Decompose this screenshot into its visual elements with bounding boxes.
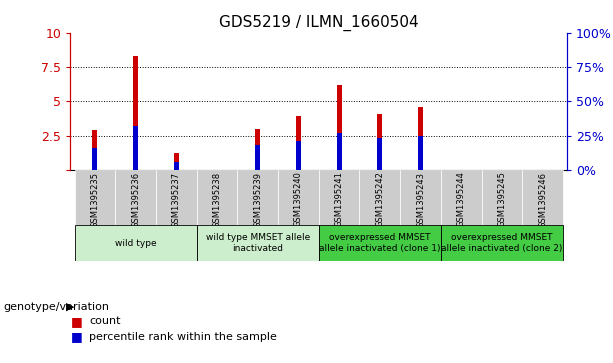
Text: overexpressed MMSET
allele inactivated (clone 2): overexpressed MMSET allele inactivated (… [441,233,563,253]
Bar [174,162,179,170]
Bar [296,141,301,170]
Bar [278,170,319,225]
Bar [237,170,278,225]
Text: GSM1395235: GSM1395235 [90,172,99,228]
Text: GSM1395241: GSM1395241 [335,172,344,227]
Text: count: count [89,316,120,326]
Bar [441,170,482,225]
Text: genotype/variation: genotype/variation [3,302,109,312]
Text: ▶: ▶ [66,302,74,312]
Bar [337,85,341,170]
Text: GSM1395238: GSM1395238 [213,172,221,228]
Bar [75,170,115,225]
Bar [337,133,341,170]
Text: GSM1395242: GSM1395242 [375,172,384,227]
Bar [255,145,260,170]
Bar [133,126,138,170]
Text: GSM1395240: GSM1395240 [294,172,303,227]
Text: percentile rank within the sample: percentile rank within the sample [89,332,276,342]
Bar [441,225,563,261]
Bar [522,170,563,225]
Bar [378,114,383,170]
Bar [296,117,301,170]
Text: GSM1395245: GSM1395245 [497,172,506,227]
Text: GSM1395237: GSM1395237 [172,172,181,228]
Text: ■: ■ [70,330,82,343]
Bar [378,138,383,170]
Bar [255,129,260,170]
Text: GSM1395239: GSM1395239 [253,172,262,228]
Bar [156,170,197,225]
Text: GSM1395243: GSM1395243 [416,172,425,228]
Bar [75,225,197,261]
Bar [115,170,156,225]
Bar [197,225,319,261]
Bar [319,225,441,261]
Bar [93,148,97,170]
Bar [93,130,97,170]
Text: wild type: wild type [115,238,156,248]
Bar [319,170,359,225]
Bar [359,170,400,225]
Bar [418,107,423,170]
Bar [418,135,423,170]
Bar [197,170,237,225]
Text: ■: ■ [70,315,82,328]
Text: GSM1395244: GSM1395244 [457,172,466,227]
Title: GDS5219 / ILMN_1660504: GDS5219 / ILMN_1660504 [219,15,419,31]
Bar [400,170,441,225]
Bar [133,56,138,170]
Text: GSM1395246: GSM1395246 [538,172,547,228]
Text: GSM1395236: GSM1395236 [131,172,140,228]
Bar [482,170,522,225]
Bar [174,154,179,170]
Text: wild type MMSET allele
inactivated: wild type MMSET allele inactivated [205,233,310,253]
Text: overexpressed MMSET
allele inactivated (clone 1): overexpressed MMSET allele inactivated (… [319,233,441,253]
